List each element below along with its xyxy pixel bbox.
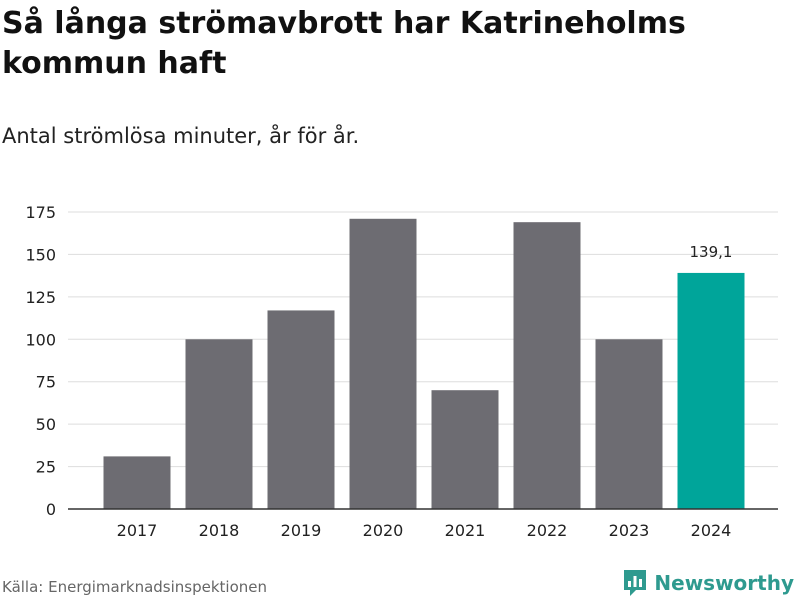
y-tick-label: 75: [36, 373, 56, 392]
y-tick-label: 25: [36, 458, 56, 477]
y-tick-label: 125: [25, 288, 56, 307]
y-tick-label: 50: [36, 415, 56, 434]
y-tick-label: 100: [25, 330, 56, 349]
bar-2023: [595, 339, 663, 509]
data-labels: 139,1: [690, 243, 733, 261]
x-tick-label: 2020: [363, 521, 404, 540]
y-tick-label: 150: [25, 245, 56, 264]
brand-logo: Newsworthy: [622, 568, 794, 598]
x-tick-label: 2021: [445, 521, 486, 540]
x-tick-label: 2023: [609, 521, 650, 540]
bar-2019: [267, 310, 335, 509]
chart-subtitle: Antal strömlösa minuter, år för år.: [2, 124, 360, 148]
bars: [103, 218, 745, 509]
bar-2018: [185, 339, 253, 509]
bar-2022: [513, 222, 581, 509]
bar-chart: 0 25 50 75 100 125 150 175 2017 2018 2019 2020 2021…: [25, 203, 778, 540]
chart-title: Så långa strömavbrott har Katrineholms k…: [2, 6, 686, 81]
x-tick-label: 2022: [527, 521, 568, 540]
y-axis-ticks: 0 25 50 75 100 125 150 175: [25, 203, 56, 519]
y-tick-label: 175: [25, 203, 56, 222]
x-axis-ticks: 2017 2018 2019 2020 2021 2022 2023 2024: [117, 521, 732, 540]
newsworthy-logo-icon: [624, 570, 647, 596]
x-tick-label: 2024: [691, 521, 732, 540]
x-tick-label: 2017: [117, 521, 158, 540]
y-tick-label: 0: [46, 500, 56, 519]
grid-lines: [68, 211, 778, 468]
bar-2020: [349, 218, 417, 509]
source-note: Källa: Energimarknadsinspektionen: [2, 578, 268, 596]
x-tick-label: 2018: [199, 521, 240, 540]
bar-2017: [103, 456, 171, 509]
brand-name: Newsworthy: [654, 571, 794, 595]
bar-2021: [431, 390, 499, 509]
data-label-2024: 139,1: [690, 243, 733, 261]
bar-2024: [677, 272, 745, 509]
x-tick-label: 2019: [281, 521, 322, 540]
